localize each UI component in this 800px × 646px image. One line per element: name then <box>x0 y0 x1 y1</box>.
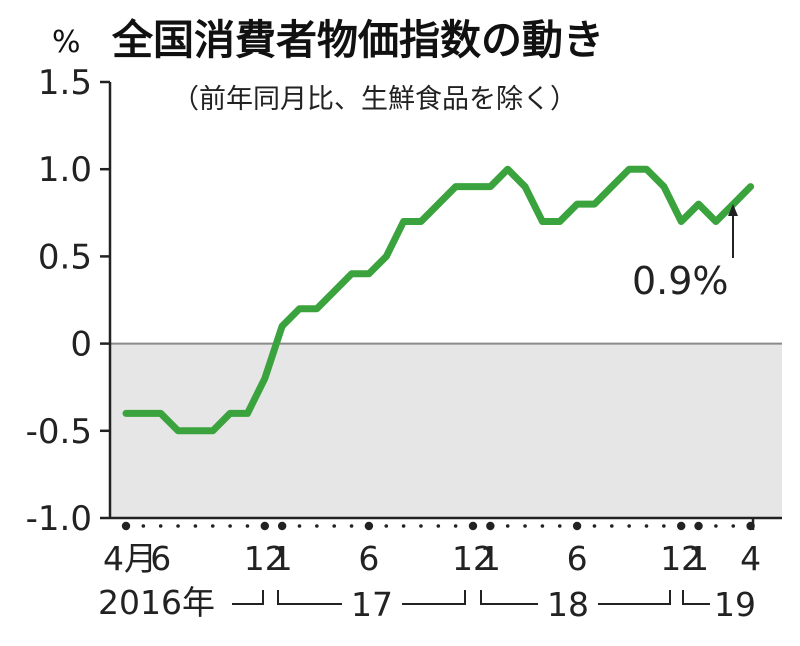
x-month-dots <box>121 521 755 531</box>
year-label: 18 <box>547 585 589 624</box>
month-dot <box>419 524 423 528</box>
month-dot <box>677 521 686 531</box>
month-dot <box>557 524 562 528</box>
x-tick-label: 12 <box>452 539 494 578</box>
month-dot <box>436 524 441 528</box>
x-tick-label: 1 <box>480 539 501 578</box>
month-dot <box>364 521 374 531</box>
x-tick-labels: 4月6 121 6 121 6 121 4 <box>103 539 761 578</box>
annotation-arrow-head <box>728 204 738 216</box>
year-label: 19 <box>714 585 756 624</box>
x-tick-label: 12 <box>660 539 702 578</box>
month-dot <box>297 524 302 528</box>
month-dot <box>121 521 131 531</box>
annotation-label: 0.9% <box>632 259 729 303</box>
month-dot <box>523 524 527 528</box>
month-dot <box>193 524 198 528</box>
month-dot <box>731 524 736 528</box>
year-bracket-right <box>402 590 466 605</box>
year-bracket-2019 <box>682 590 710 605</box>
y-tick-label: -1.0 <box>26 499 92 539</box>
year-bracket-2016 <box>232 590 264 605</box>
year-bracket-left <box>480 590 538 605</box>
month-dot <box>714 524 718 528</box>
x-tick-label: 12 <box>244 539 286 578</box>
month-dot <box>644 524 649 528</box>
month-dot <box>486 521 495 531</box>
y-tick-label: 0 <box>70 325 92 365</box>
month-dot <box>401 524 406 528</box>
cpi-series-line <box>122 165 755 435</box>
month-dot <box>141 524 146 528</box>
month-dot <box>662 524 666 528</box>
year-label: 2016年 <box>98 583 215 622</box>
month-dot <box>210 524 215 528</box>
month-dot <box>260 521 269 531</box>
x-tick-label: 4月 <box>103 539 157 578</box>
month-dot <box>540 524 545 528</box>
x-tick-label: 4 <box>740 539 761 578</box>
x-tick-label: 6 <box>567 539 588 578</box>
y-tick-label: 1.0 <box>38 150 92 190</box>
year-bracket-left <box>277 590 342 605</box>
month-dot <box>384 524 389 528</box>
month-dot <box>315 524 319 528</box>
month-dot <box>610 524 614 528</box>
x-tick-label: 1 <box>272 539 293 578</box>
month-dot <box>332 524 337 528</box>
chart-title: 全国消費者物価指数の動き <box>111 16 604 64</box>
month-dot <box>468 521 478 531</box>
month-dot <box>349 524 354 528</box>
chart-subtitle: （前年同月比、生鮮食品を除く） <box>172 84 577 115</box>
year-bracket-right <box>598 590 671 605</box>
x-tick-label: 6 <box>358 539 379 578</box>
month-dot <box>158 524 163 528</box>
month-dot <box>592 524 597 528</box>
month-dot <box>694 521 703 531</box>
month-dot <box>228 524 232 528</box>
y-tick-label: -0.5 <box>26 412 92 452</box>
month-dot <box>277 521 287 531</box>
year-brackets: 2016年 17 18 19 <box>98 583 756 624</box>
month-dot <box>746 521 755 531</box>
month-dot <box>627 524 631 528</box>
unit-label: % <box>52 25 81 60</box>
y-tick-label: 0.5 <box>38 237 92 277</box>
x-tick-label: 6 <box>150 539 171 578</box>
year-label: 17 <box>351 585 393 624</box>
x-tick-label: 1 <box>688 539 709 578</box>
y-ticks: 1.5 1.0 0.5 0 -0.5 -1.0 <box>26 63 110 539</box>
y-tick-label: 1.5 <box>38 63 92 103</box>
month-dot <box>245 524 250 528</box>
month-dot <box>176 524 180 528</box>
month-dot <box>572 521 582 531</box>
negative-region <box>110 343 782 518</box>
month-dot <box>453 524 458 528</box>
month-dot <box>505 524 510 528</box>
